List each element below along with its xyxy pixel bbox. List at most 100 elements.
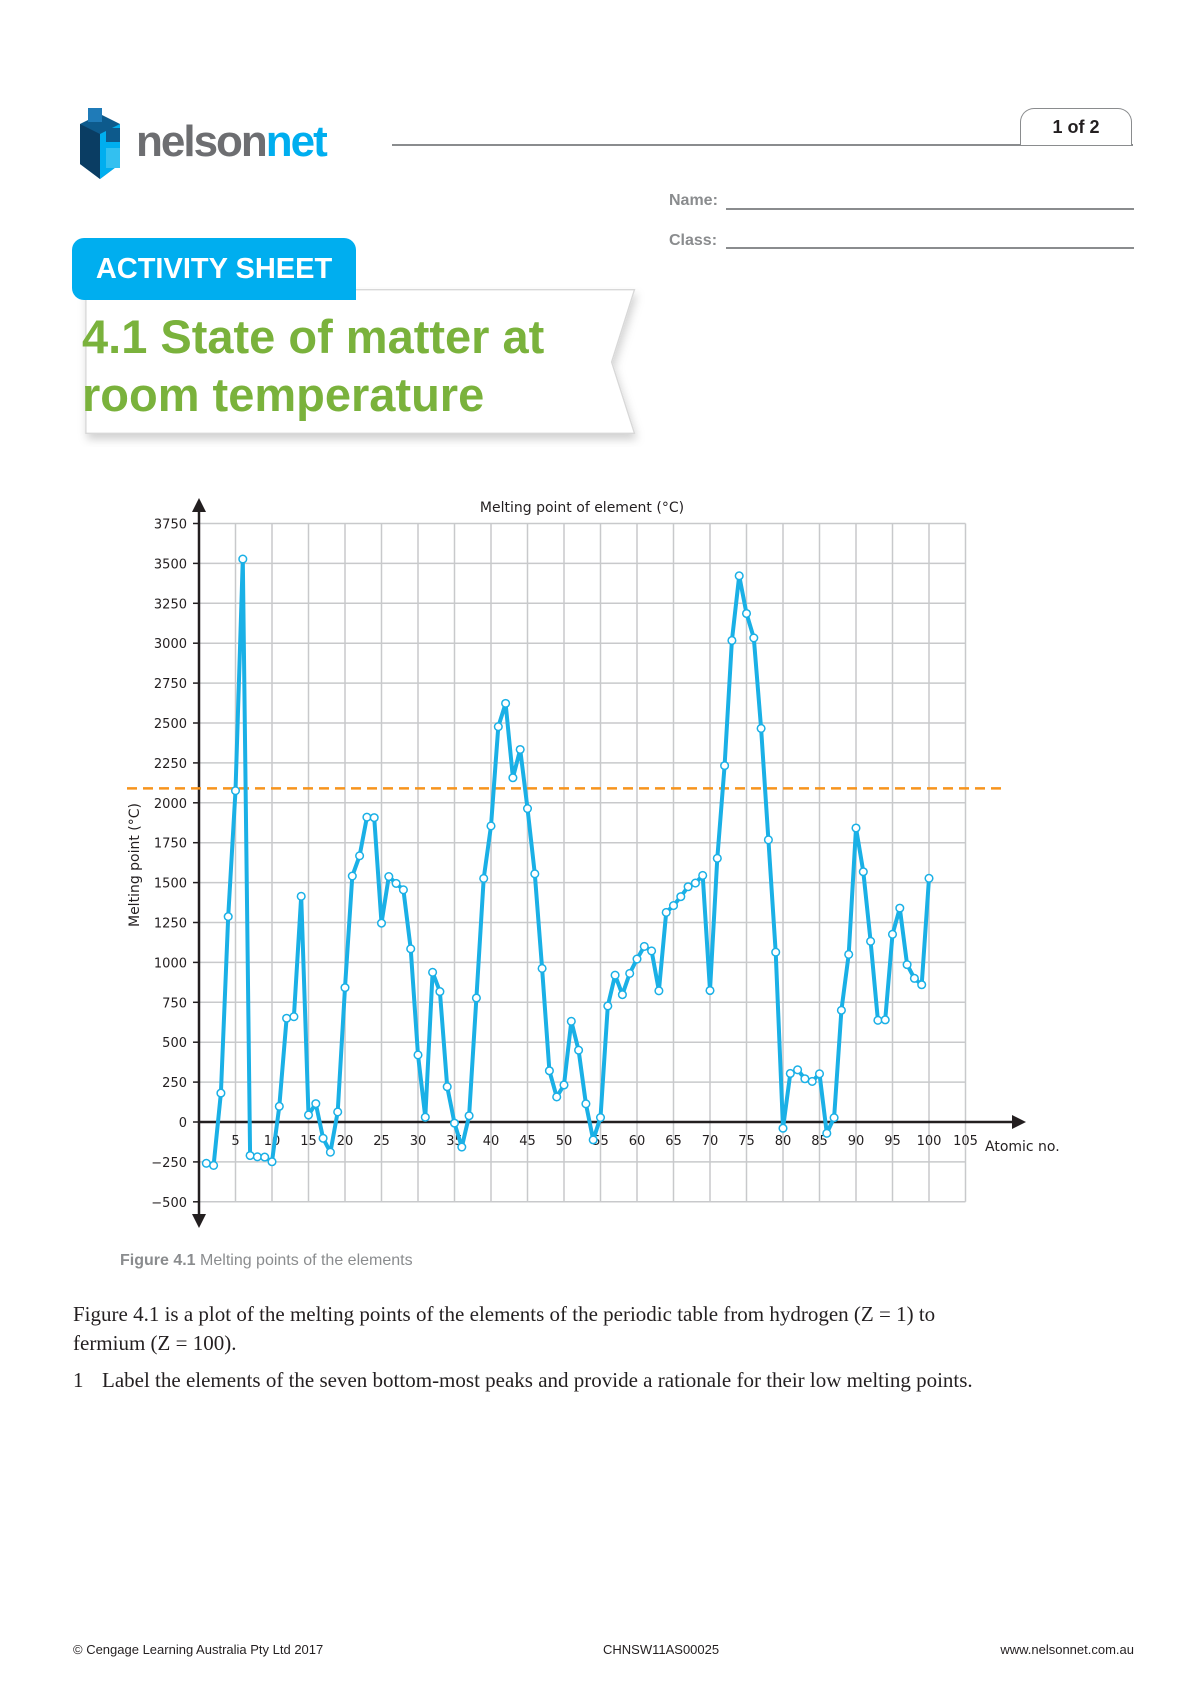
melting-point-chart: −500 −250 0 250 500 750 1000 1250 1500 1750 2000 22… [127, 498, 1060, 1228]
data-point [333, 1107, 343, 1117]
x-tick-label: 45 [519, 1134, 536, 1149]
data-point [654, 986, 664, 996]
data-point [296, 891, 306, 901]
data-point [822, 1128, 832, 1138]
footer-website[interactable]: www.nelsonnet.com.au [1000, 1642, 1134, 1657]
data-point [800, 1074, 810, 1084]
x-tick-label: 20 [337, 1134, 354, 1149]
data-point [457, 1142, 467, 1152]
y-tick-label: 2250 [154, 757, 187, 772]
data-point [384, 871, 394, 882]
question-number: 1 [73, 1368, 84, 1392]
data-point [793, 1065, 803, 1075]
data-point [267, 1157, 277, 1167]
data-point [720, 761, 730, 771]
data-point [771, 947, 781, 957]
data-point [325, 1147, 335, 1157]
data-point [625, 968, 635, 978]
x-tick-label: 5 [231, 1134, 239, 1149]
data-point [727, 635, 737, 646]
data-point [698, 870, 708, 880]
data-point [544, 1066, 554, 1076]
data-point [734, 571, 744, 581]
data-point [238, 554, 248, 564]
data-point [647, 946, 657, 956]
data-point [362, 812, 372, 822]
data-point [595, 1112, 606, 1123]
footer-copyright: © Cengage Learning Australia Pty Ltd 201… [73, 1642, 324, 1657]
x-tick-label: 85 [811, 1134, 828, 1149]
data-point [807, 1076, 817, 1087]
y-tick-label: 500 [162, 1036, 187, 1051]
data-point [741, 608, 752, 619]
x-axis-label: Atomic no. [985, 1139, 1060, 1155]
data-point [209, 1160, 219, 1170]
x-tick-label: 60 [629, 1134, 646, 1149]
y-tick-label: 3000 [154, 637, 187, 652]
x-tick-label: 30 [410, 1134, 427, 1149]
data-point [530, 869, 540, 879]
data-point [880, 1015, 890, 1025]
class-field[interactable] [726, 247, 1134, 249]
data-point [668, 901, 679, 911]
data-point [406, 944, 416, 954]
data-point [230, 786, 241, 796]
body-paragraph-line1: Figure 4.1 is a plot of the melting poin… [73, 1302, 936, 1326]
x-tick-label: 65 [665, 1134, 682, 1149]
data-point [398, 885, 408, 895]
data-point [778, 1123, 788, 1133]
x-tick-label: 25 [373, 1134, 390, 1149]
x-axis-arrow [1012, 1115, 1026, 1129]
data-point [479, 873, 489, 884]
x-tick-label: 40 [483, 1134, 500, 1149]
x-tick-labels: 5 10 15 20 25 30 35 40 45 50 55 60 65 70 75 80 85 90 95 100… [231, 1134, 978, 1149]
y-tick-label: 1250 [154, 917, 187, 932]
data-point [318, 1133, 328, 1143]
y-tick-label: 3750 [154, 518, 187, 533]
x-tick-label: 90 [848, 1134, 865, 1149]
data-point [829, 1113, 839, 1123]
y-tick-label: 2500 [154, 717, 187, 732]
data-point [844, 949, 854, 959]
data-point [902, 960, 912, 970]
data-point [435, 987, 445, 997]
data-point [471, 993, 481, 1003]
y-tick-label: 750 [162, 996, 187, 1011]
chart-grid [199, 522, 967, 1203]
footer-code: CHNSW11AS00025 [603, 1642, 720, 1657]
y-tick-label: 250 [162, 1076, 187, 1091]
y-tick-label: 0 [179, 1116, 187, 1131]
x-tick-label: 70 [702, 1134, 719, 1149]
logo-text-net: net [265, 117, 328, 166]
data-point [252, 1152, 262, 1162]
title-banner [85, 289, 636, 434]
y-tick-labels: −500 −250 0 250 500 750 1000 1250 1500 1750 2000 22… [151, 518, 187, 1211]
x-tick-label: 105 [953, 1134, 978, 1149]
data-point [376, 918, 387, 928]
data-point [661, 907, 671, 917]
x-tick-label: 75 [738, 1134, 755, 1149]
data-point [289, 1012, 299, 1022]
activity-sheet-badge: ACTIVITY SHEET [72, 238, 356, 300]
data-point [763, 835, 773, 845]
y-tick-label: 1500 [154, 877, 187, 892]
data-point [566, 1016, 576, 1026]
data-point [559, 1080, 569, 1090]
data-point [588, 1135, 598, 1145]
figure-caption-label: Figure 4.1 [120, 1252, 196, 1269]
page-indicator: 1 of 2 [1020, 108, 1132, 145]
data-point [522, 803, 533, 814]
data-point [866, 936, 876, 946]
data-point [756, 723, 766, 733]
name-field[interactable] [726, 208, 1134, 210]
body-paragraph-line2: fermium (Z = 100). [73, 1331, 237, 1355]
data-point [303, 1110, 314, 1120]
x-tick-label: 15 [300, 1134, 317, 1149]
data-point [895, 903, 905, 913]
y-tick-label: 2000 [154, 797, 187, 812]
data-point [705, 985, 715, 996]
data-point [311, 1099, 321, 1109]
data-point [858, 867, 868, 877]
data-point [369, 813, 379, 823]
page-title-line2: room temperature [82, 368, 485, 421]
